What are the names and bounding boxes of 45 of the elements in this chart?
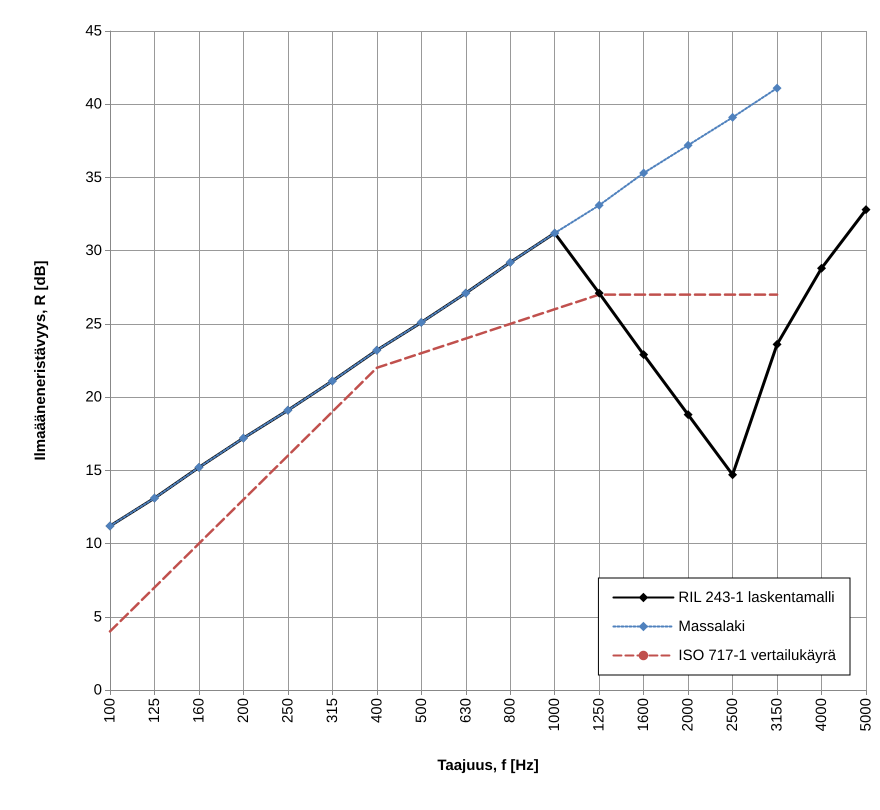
- point: [862, 205, 870, 214]
- point: [639, 168, 648, 178]
- x-tick-label: 800: [502, 698, 519, 724]
- y-tick-label: 25: [85, 315, 102, 332]
- point: [594, 200, 604, 210]
- x-tick-label: 3150: [768, 698, 786, 732]
- y-tick-label: 35: [85, 168, 102, 186]
- point: [772, 84, 782, 93]
- x-tick-label: 125: [146, 698, 163, 724]
- x-tick-label: 4000: [813, 698, 830, 732]
- y-tick-label: 0: [94, 682, 102, 698]
- legend-label: Massalaki: [678, 618, 746, 635]
- point: [728, 112, 738, 122]
- point: [817, 264, 826, 273]
- x-tick-label: 630: [457, 698, 474, 724]
- x-tick-label: 200: [234, 698, 252, 724]
- y-tick-label: 15: [85, 462, 102, 479]
- y-axis-title: Ilmaääneneristävyys, R [dB]: [32, 260, 49, 461]
- x-tick-label: 5000: [858, 698, 874, 732]
- x-tick-label: 500: [412, 698, 430, 724]
- x-tick-label: 250: [279, 698, 296, 724]
- y-tick-label: 10: [85, 535, 102, 552]
- y-tick-label: 40: [85, 96, 102, 113]
- x-tick-label: 400: [368, 698, 386, 724]
- x-tick-label: 1000: [546, 698, 564, 732]
- point: [684, 410, 693, 420]
- x-tick-label: 2000: [680, 698, 697, 732]
- y-tick-label: 45: [85, 22, 102, 40]
- point: [639, 350, 648, 360]
- point: [684, 140, 693, 150]
- legend-label: ISO 717-1 vertailukäyrä: [678, 647, 837, 664]
- x-tick-label: 2500: [724, 698, 742, 732]
- y-tick-label: 20: [85, 388, 102, 406]
- legend-label: RIL 243-1 laskentamalli: [678, 589, 835, 606]
- point: [728, 470, 738, 480]
- x-axis-title: Taajuus, f [Hz]: [437, 757, 539, 774]
- x-tick-label: 1250: [590, 698, 608, 732]
- y-tick-label: 5: [94, 608, 102, 626]
- y-tick-label: 30: [85, 242, 102, 260]
- point: [594, 288, 604, 298]
- x-tick-label: 160: [190, 698, 208, 724]
- x-tick-label: 1600: [635, 698, 652, 732]
- point: [772, 340, 782, 349]
- x-tick-label: 100: [102, 698, 118, 724]
- x-tick-label: 315: [324, 698, 341, 724]
